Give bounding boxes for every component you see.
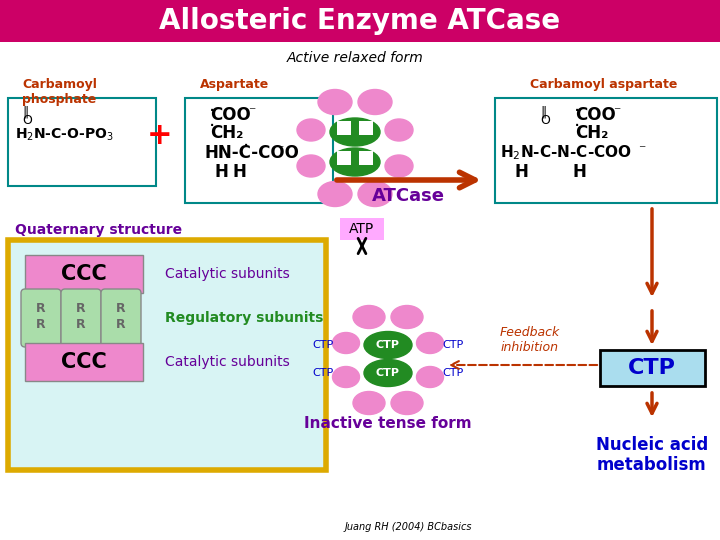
Text: ATP: ATP	[349, 222, 374, 236]
Text: O: O	[540, 113, 550, 126]
Ellipse shape	[318, 181, 352, 206]
Text: ⁻: ⁻	[248, 105, 256, 119]
FancyBboxPatch shape	[359, 121, 373, 135]
FancyBboxPatch shape	[337, 121, 351, 135]
FancyBboxPatch shape	[61, 289, 101, 347]
Text: R: R	[76, 319, 86, 332]
Text: CTP: CTP	[376, 368, 400, 378]
Ellipse shape	[391, 306, 423, 328]
Text: CH₂: CH₂	[575, 124, 608, 142]
Text: H: H	[214, 163, 228, 181]
Text: CCC: CCC	[61, 352, 107, 372]
Ellipse shape	[358, 181, 392, 206]
Text: H$_2$N-C-N-C-COO: H$_2$N-C-N-C-COO	[500, 144, 631, 163]
Text: Inactive tense form: Inactive tense form	[304, 415, 472, 430]
Text: R: R	[116, 302, 126, 315]
Text: CTP: CTP	[312, 340, 334, 350]
FancyBboxPatch shape	[337, 151, 351, 165]
Text: Catalytic subunits: Catalytic subunits	[165, 267, 289, 281]
Text: .: .	[209, 111, 215, 130]
Text: H: H	[232, 163, 246, 181]
Text: Allosteric Enzyme ATCase: Allosteric Enzyme ATCase	[159, 7, 561, 35]
Text: CTP: CTP	[312, 368, 334, 378]
Text: Quaternary structure: Quaternary structure	[15, 223, 182, 237]
Text: R: R	[36, 302, 46, 315]
Text: R: R	[116, 319, 126, 332]
Text: Active relaxed form: Active relaxed form	[287, 51, 423, 65]
Text: Regulatory subunits: Regulatory subunits	[165, 311, 323, 325]
FancyBboxPatch shape	[185, 98, 333, 203]
Text: .: .	[574, 96, 580, 115]
Ellipse shape	[391, 392, 423, 415]
FancyBboxPatch shape	[600, 350, 705, 386]
FancyBboxPatch shape	[359, 151, 373, 165]
Text: CTP: CTP	[442, 368, 463, 378]
Ellipse shape	[297, 155, 325, 177]
Text: COO: COO	[575, 106, 616, 124]
Text: ‖: ‖	[22, 105, 28, 118]
Ellipse shape	[416, 367, 444, 388]
Text: Feedback
inhibition: Feedback inhibition	[500, 326, 560, 354]
Ellipse shape	[330, 148, 380, 176]
Text: CTP: CTP	[442, 340, 463, 350]
Text: CTP: CTP	[376, 340, 400, 350]
Text: CTP: CTP	[628, 358, 676, 378]
Ellipse shape	[416, 333, 444, 354]
Text: H: H	[514, 163, 528, 181]
Text: Carbamoyl
phosphate: Carbamoyl phosphate	[22, 78, 97, 106]
Ellipse shape	[358, 90, 392, 114]
Text: ATCase: ATCase	[372, 187, 444, 205]
FancyBboxPatch shape	[340, 218, 384, 240]
Ellipse shape	[364, 332, 412, 359]
FancyBboxPatch shape	[21, 289, 61, 347]
Text: ⁻: ⁻	[276, 143, 284, 157]
Ellipse shape	[297, 119, 325, 141]
Text: CCC: CCC	[61, 264, 107, 284]
Ellipse shape	[364, 360, 412, 387]
Text: H$_2$N-C-O-PO$_3$: H$_2$N-C-O-PO$_3$	[15, 127, 114, 143]
Ellipse shape	[318, 90, 352, 114]
Text: Carbamoyl aspartate: Carbamoyl aspartate	[530, 78, 678, 91]
Text: .: .	[243, 131, 249, 150]
Text: Catalytic subunits: Catalytic subunits	[165, 355, 289, 369]
FancyBboxPatch shape	[25, 255, 143, 293]
FancyBboxPatch shape	[8, 240, 326, 470]
Text: Aspartate: Aspartate	[200, 78, 269, 91]
FancyBboxPatch shape	[25, 343, 143, 381]
Text: H: H	[572, 163, 586, 181]
FancyBboxPatch shape	[101, 289, 141, 347]
Ellipse shape	[333, 367, 359, 388]
Text: R: R	[36, 319, 46, 332]
Text: Juang RH (2004) BCbasics: Juang RH (2004) BCbasics	[345, 522, 472, 532]
Ellipse shape	[353, 306, 385, 328]
Text: HN-C-COO: HN-C-COO	[204, 144, 299, 162]
Text: O: O	[22, 113, 32, 126]
Text: R: R	[76, 302, 86, 315]
Text: ‖: ‖	[540, 105, 546, 118]
Text: Nucleic acid
metabolism: Nucleic acid metabolism	[596, 436, 708, 475]
Text: CH₂: CH₂	[210, 124, 243, 142]
FancyBboxPatch shape	[8, 98, 156, 186]
Text: +: +	[147, 120, 173, 150]
FancyBboxPatch shape	[495, 98, 717, 203]
Ellipse shape	[385, 119, 413, 141]
Ellipse shape	[353, 392, 385, 415]
Text: ⁻: ⁻	[613, 105, 621, 119]
Ellipse shape	[385, 155, 413, 177]
Text: .: .	[574, 111, 580, 130]
Ellipse shape	[333, 333, 359, 354]
Text: .: .	[209, 96, 215, 115]
Text: COO: COO	[210, 106, 251, 124]
FancyBboxPatch shape	[0, 0, 720, 42]
Ellipse shape	[330, 118, 380, 146]
Text: ⁻: ⁻	[638, 143, 645, 157]
